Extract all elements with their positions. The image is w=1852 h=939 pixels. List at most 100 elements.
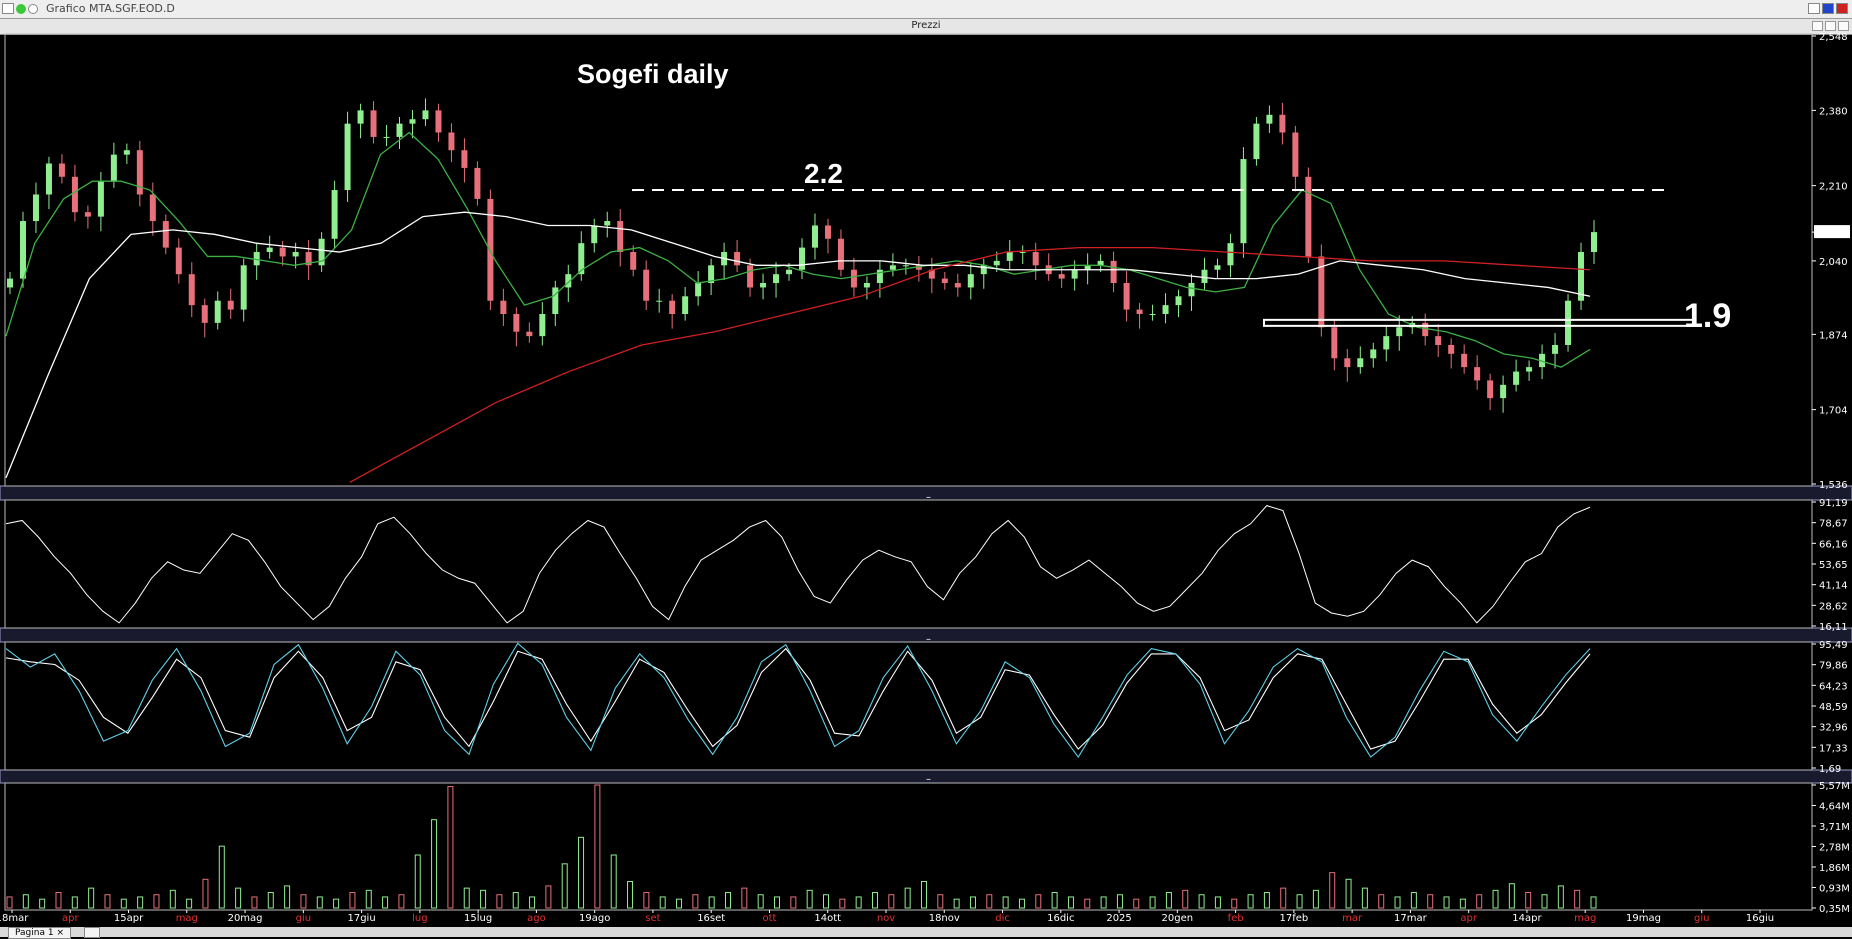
panel-close-button[interactable] <box>1838 21 1849 31</box>
candle-body <box>240 265 247 310</box>
maximize-button[interactable] <box>1822 3 1834 14</box>
volume-bar <box>1492 889 1499 909</box>
y-tick-label: 5,57M <box>1819 781 1850 792</box>
volume-bar <box>235 887 242 909</box>
x-axis-label: ago <box>527 913 546 924</box>
candle-body <box>1097 260 1104 266</box>
y-tick-label: 91,19 <box>1819 498 1848 509</box>
candle-body <box>1500 384 1507 399</box>
volume-bar <box>39 898 46 909</box>
volume-bar <box>512 892 519 909</box>
x-axis-label: 20gen <box>1162 913 1194 924</box>
status-green-icon <box>16 4 26 14</box>
y-tick-label: 41,14 <box>1819 581 1848 592</box>
volume-bar <box>888 894 895 909</box>
volume-bar <box>1263 892 1270 909</box>
close-button[interactable] <box>1836 3 1848 14</box>
volume-bar <box>1378 894 1385 909</box>
page-tab-label: Pagina 1 <box>15 928 54 938</box>
y-tick-label: 0,93M <box>1819 884 1850 895</box>
candle-body <box>837 238 844 270</box>
volume-bar <box>627 881 634 909</box>
x-axis-label: 15lug <box>464 913 492 924</box>
volume-bar <box>725 892 732 909</box>
candle-body <box>876 269 883 284</box>
candle-body <box>889 265 896 270</box>
candle-body <box>1110 260 1117 284</box>
candle-body <box>1422 322 1429 337</box>
page-tab-bar: Pagina 1 × <box>0 927 1852 939</box>
candle-body <box>1214 265 1221 270</box>
y-tick-label: 3,71M <box>1819 822 1850 833</box>
candle-body <box>734 252 741 266</box>
candle-body <box>760 283 767 288</box>
volume-bar <box>741 887 748 909</box>
candle-body <box>1136 309 1143 315</box>
candle-body <box>1539 353 1546 368</box>
volume-bar <box>1394 896 1401 909</box>
y-tick-label: 1,874 <box>1819 330 1848 341</box>
candle-body <box>513 314 520 332</box>
x-axis-label: dic <box>995 913 1010 924</box>
menu-icon[interactable] <box>2 3 14 14</box>
candle-body <box>915 265 922 270</box>
y-tick-label: 1,704 <box>1819 406 1848 417</box>
candle-body <box>1305 176 1312 257</box>
support-zone <box>1263 318 1695 327</box>
volume-bar <box>822 894 829 909</box>
y-tick-label: 53,65 <box>1819 560 1848 571</box>
candle-body <box>253 252 260 266</box>
candle-body <box>1240 159 1247 244</box>
candle-body <box>1344 358 1351 368</box>
volume-bar <box>267 892 274 909</box>
x-axis-label: 19mag <box>1626 913 1661 924</box>
x-axis-label: 15apr <box>114 913 144 924</box>
candle-body <box>980 265 987 275</box>
x-axis-label: 14apr <box>1512 913 1542 924</box>
candle-body <box>1565 300 1572 345</box>
candle-body <box>474 167 481 199</box>
page-tab-close-icon[interactable]: × <box>56 928 64 938</box>
y-tick-label: 1,86M <box>1819 863 1850 874</box>
x-axis-label: 17feb <box>1279 913 1308 924</box>
panel-maximize-button[interactable] <box>1825 21 1836 31</box>
volume-bar <box>316 896 323 909</box>
volume-bar <box>349 892 356 909</box>
volume-bar <box>529 896 536 909</box>
candle-body <box>850 269 857 288</box>
osc-panel-divider-icon[interactable]: – <box>926 634 931 645</box>
candle-body <box>708 265 715 284</box>
x-axis-label: mag <box>1574 913 1596 924</box>
candle-body <box>928 269 935 279</box>
candle-body <box>305 252 312 266</box>
volume-bar <box>1231 898 1238 909</box>
stochastic-line <box>5 647 1591 750</box>
volume-bar <box>1476 894 1483 909</box>
minimize-button[interactable] <box>1808 3 1820 14</box>
volume-bar <box>790 896 797 909</box>
stoch-panel-divider-icon[interactable]: – <box>926 774 931 785</box>
moving-average-line <box>349 246 1591 483</box>
price-panel-divider-icon[interactable]: – <box>926 492 931 503</box>
panel-minimize-button[interactable] <box>1812 21 1823 31</box>
panel-frame <box>4 641 1813 771</box>
candle-body <box>97 181 104 217</box>
volume-bar <box>969 896 976 909</box>
x-axis-label: 17giu <box>347 913 375 924</box>
volume-bar <box>1459 898 1466 909</box>
volume-bar <box>855 896 862 909</box>
candle-body <box>747 265 754 288</box>
volume-bar <box>333 898 340 909</box>
candle-body <box>227 300 234 310</box>
volume-bar <box>1345 878 1352 909</box>
candle-body <box>58 163 65 177</box>
volume-bar <box>1541 894 1548 909</box>
page-tab-1[interactable]: Pagina 1 × <box>8 927 71 939</box>
new-page-icon[interactable] <box>84 927 100 938</box>
volume-bar <box>1312 889 1319 909</box>
moving-average-line <box>5 131 1591 368</box>
x-axis-label: 16dic <box>1047 913 1074 924</box>
x-axis-label: 14ott <box>814 913 841 924</box>
volume-bar <box>1198 894 1205 909</box>
